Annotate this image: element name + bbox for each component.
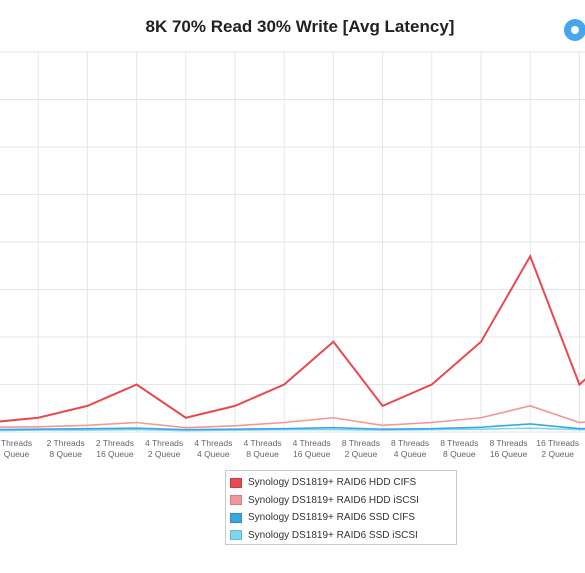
legend-label: Synology DS1819+ RAID6 SSD iSCSI <box>248 529 418 541</box>
series-line-4 <box>0 427 585 432</box>
x-tick-label: 2 Threads <box>96 438 134 448</box>
x-tick-label: 8 Threads <box>342 438 380 448</box>
x-tick-label: 8 Threads <box>440 438 478 448</box>
x-tick-label: 2 Queue <box>345 449 378 459</box>
legend-label: Synology DS1819+ RAID6 HDD iSCSI <box>248 494 419 506</box>
x-tick-label: Threads <box>1 438 32 448</box>
chart-title: 8K 70% Read 30% Write [Avg Latency] <box>145 17 455 36</box>
legend: Synology DS1819+ RAID6 HDD CIFS Synology … <box>225 470 457 545</box>
series-line-1 <box>0 253 585 423</box>
legend-swatch <box>230 530 242 541</box>
x-tick-label: 16 Queue <box>490 449 528 459</box>
x-tick-label: 4 Queue <box>394 449 427 459</box>
legend-label: Synology DS1819+ RAID6 SSD CIFS <box>248 512 416 524</box>
x-tick-label: 8 Threads <box>489 438 527 448</box>
x-tick-label: 4 Threads <box>293 438 331 448</box>
series-line-3 <box>0 423 585 431</box>
menu-icon <box>571 26 579 34</box>
x-tick-label: 4 Threads <box>194 438 232 448</box>
legend-swatch <box>230 512 242 523</box>
legend-item[interactable]: Synology DS1819+ RAID6 HDD CIFS <box>230 474 456 492</box>
x-tick-label: 16 Queue <box>293 449 331 459</box>
legend-swatch <box>230 477 242 488</box>
x-tick-label: 4 Queue <box>197 449 230 459</box>
legend-item[interactable]: Synology DS1819+ RAID6 HDD iSCSI <box>230 492 456 510</box>
x-tick-label: 2 Threads <box>47 438 85 448</box>
x-tick-label: 8 Queue <box>49 449 82 459</box>
x-tick-label: 16 Queue <box>96 449 134 459</box>
legend-item[interactable]: Synology DS1819+ RAID6 SSD iSCSI <box>230 527 456 545</box>
x-tick-label: 8 Queue <box>246 449 279 459</box>
legend-item[interactable]: Synology DS1819+ RAID6 SSD CIFS <box>230 509 456 527</box>
legend-label: Synology DS1819+ RAID6 HDD CIFS <box>248 477 417 489</box>
series-line-2 <box>0 405 585 429</box>
x-tick-label: 4 Threads <box>145 438 183 448</box>
x-tick-label: 4 Threads <box>243 438 281 448</box>
context-menu-button[interactable] <box>564 19 585 41</box>
x-tick-label: 2 Queue <box>541 449 574 459</box>
x-tick-label: 2 Queue <box>148 449 181 459</box>
x-tick-label: 8 Threads <box>391 438 429 448</box>
x-tick-label: Queue <box>4 449 30 459</box>
x-tick-label: 16 Threads <box>536 438 579 448</box>
x-tick-label: 8 Queue <box>443 449 476 459</box>
legend-swatch <box>230 495 242 506</box>
